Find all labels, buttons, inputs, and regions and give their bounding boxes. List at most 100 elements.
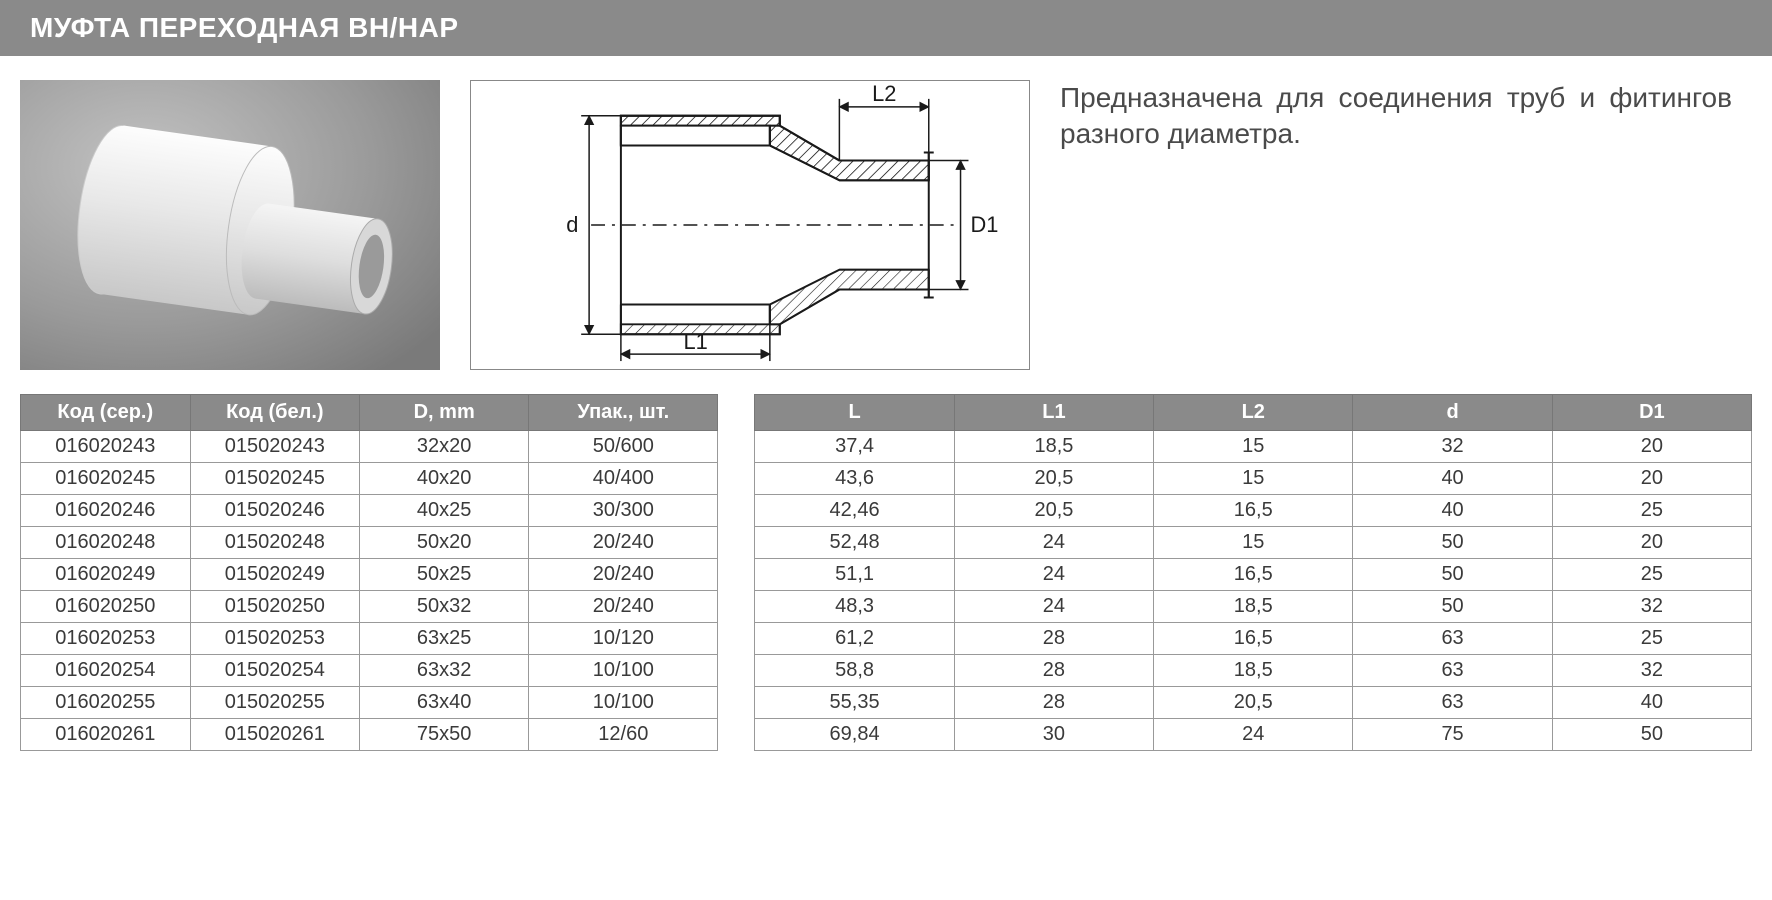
table-cell: 20,5 (954, 495, 1153, 527)
table-cell: 10/100 (529, 655, 718, 687)
table-cell: 20/240 (529, 591, 718, 623)
table-row: 61,22816,56325 (755, 623, 1752, 655)
table-cell: 61,2 (755, 623, 954, 655)
table-cell: 40/400 (529, 463, 718, 495)
table-cell: 63x25 (360, 623, 529, 655)
table-cell: 20 (1552, 463, 1751, 495)
table-cell: 15 (1154, 463, 1353, 495)
dim-label-L1: L1 (683, 329, 707, 354)
table-cell: 16,5 (1154, 623, 1353, 655)
table-row: 01602025401502025463x3210/100 (21, 655, 718, 687)
table-row: 01602026101502026175x5012/60 (21, 719, 718, 751)
table-row: 01602024901502024950x2520/240 (21, 559, 718, 591)
table-cell: 15 (1154, 527, 1353, 559)
table-row: 01602024801502024850x2020/240 (21, 527, 718, 559)
dim-label-d: d (566, 212, 578, 237)
table-cell: 24 (954, 527, 1153, 559)
table-cell: 75x50 (360, 719, 529, 751)
table-row: 37,418,5153220 (755, 431, 1752, 463)
table-cell: 016020245 (21, 463, 191, 495)
table-cell: 40x25 (360, 495, 529, 527)
table-cell: 015020243 (190, 431, 360, 463)
dim-label-L2: L2 (872, 81, 896, 106)
table-row: 01602024301502024332x2050/600 (21, 431, 718, 463)
description-text: Предназначена для соединения труб и фити… (1060, 80, 1752, 153)
table-cell: 016020249 (21, 559, 191, 591)
table-cell: 24 (1154, 719, 1353, 751)
table-cell: 16,5 (1154, 495, 1353, 527)
column-header: Код (бел.) (190, 395, 360, 431)
table-cell: 015020254 (190, 655, 360, 687)
table-cell: 32 (1353, 431, 1552, 463)
table-cell: 20,5 (1154, 687, 1353, 719)
table-cell: 52,48 (755, 527, 954, 559)
table-cell: 016020254 (21, 655, 191, 687)
table-cell: 58,8 (755, 655, 954, 687)
table-cell: 55,35 (755, 687, 954, 719)
specs-table-left: Код (сер.)Код (бел.)D, mmУпак., шт. 0160… (20, 394, 718, 751)
table-row: 01602025501502025563x4010/100 (21, 687, 718, 719)
table-row: 01602024601502024640x2530/300 (21, 495, 718, 527)
table-cell: 20 (1552, 431, 1751, 463)
table-cell: 25 (1552, 495, 1751, 527)
table-cell: 12/60 (529, 719, 718, 751)
table-cell: 015020249 (190, 559, 360, 591)
column-header: D, mm (360, 395, 529, 431)
table-row: 01602025001502025050x3220/240 (21, 591, 718, 623)
table-cell: 015020248 (190, 527, 360, 559)
table-cell: 28 (954, 623, 1153, 655)
table-cell: 75 (1353, 719, 1552, 751)
table-cell: 30 (954, 719, 1153, 751)
table-cell: 10/100 (529, 687, 718, 719)
table-cell: 20/240 (529, 559, 718, 591)
table-cell: 15 (1154, 431, 1353, 463)
table-cell: 63x40 (360, 687, 529, 719)
table-cell: 50x20 (360, 527, 529, 559)
table-cell: 32x20 (360, 431, 529, 463)
table-row: 51,12416,55025 (755, 559, 1752, 591)
table-row: 01602024501502024540x2040/400 (21, 463, 718, 495)
column-header: L (755, 395, 954, 431)
table-cell: 016020250 (21, 591, 191, 623)
table-cell: 32 (1552, 591, 1751, 623)
table-cell: 50x25 (360, 559, 529, 591)
table-row: 01602025301502025363x2510/120 (21, 623, 718, 655)
table-cell: 50 (1353, 527, 1552, 559)
table-cell: 40 (1353, 463, 1552, 495)
column-header: L1 (954, 395, 1153, 431)
table-cell: 18,5 (1154, 655, 1353, 687)
table-cell: 20/240 (529, 527, 718, 559)
column-header: d (1353, 395, 1552, 431)
table-cell: 63x32 (360, 655, 529, 687)
table-cell: 25 (1552, 623, 1751, 655)
table-row: 48,32418,55032 (755, 591, 1752, 623)
table-row: 42,4620,516,54025 (755, 495, 1752, 527)
table-cell: 016020255 (21, 687, 191, 719)
table-row: 52,4824155020 (755, 527, 1752, 559)
table-row: 55,352820,56340 (755, 687, 1752, 719)
table-cell: 40x20 (360, 463, 529, 495)
table-cell: 016020248 (21, 527, 191, 559)
table-cell: 016020253 (21, 623, 191, 655)
table-cell: 50 (1552, 719, 1751, 751)
table-cell: 37,4 (755, 431, 954, 463)
table-cell: 016020243 (21, 431, 191, 463)
table-cell: 10/120 (529, 623, 718, 655)
table-cell: 18,5 (1154, 591, 1353, 623)
table-cell: 28 (954, 655, 1153, 687)
column-header: D1 (1552, 395, 1751, 431)
table-cell: 69,84 (755, 719, 954, 751)
table-cell: 18,5 (954, 431, 1153, 463)
table-cell: 015020253 (190, 623, 360, 655)
page-title: МУФТА ПЕРЕХОДНАЯ ВН/НАР (0, 0, 1772, 56)
table-cell: 50/600 (529, 431, 718, 463)
table-cell: 63 (1353, 687, 1552, 719)
table-cell: 16,5 (1154, 559, 1353, 591)
table-cell: 40 (1353, 495, 1552, 527)
table-cell: 20,5 (954, 463, 1153, 495)
cross-section-diagram: d D1 L1 L2 (470, 80, 1030, 370)
table-row: 69,8430247550 (755, 719, 1752, 751)
product-photo (20, 80, 440, 370)
table-cell: 32 (1552, 655, 1751, 687)
table-cell: 24 (954, 591, 1153, 623)
